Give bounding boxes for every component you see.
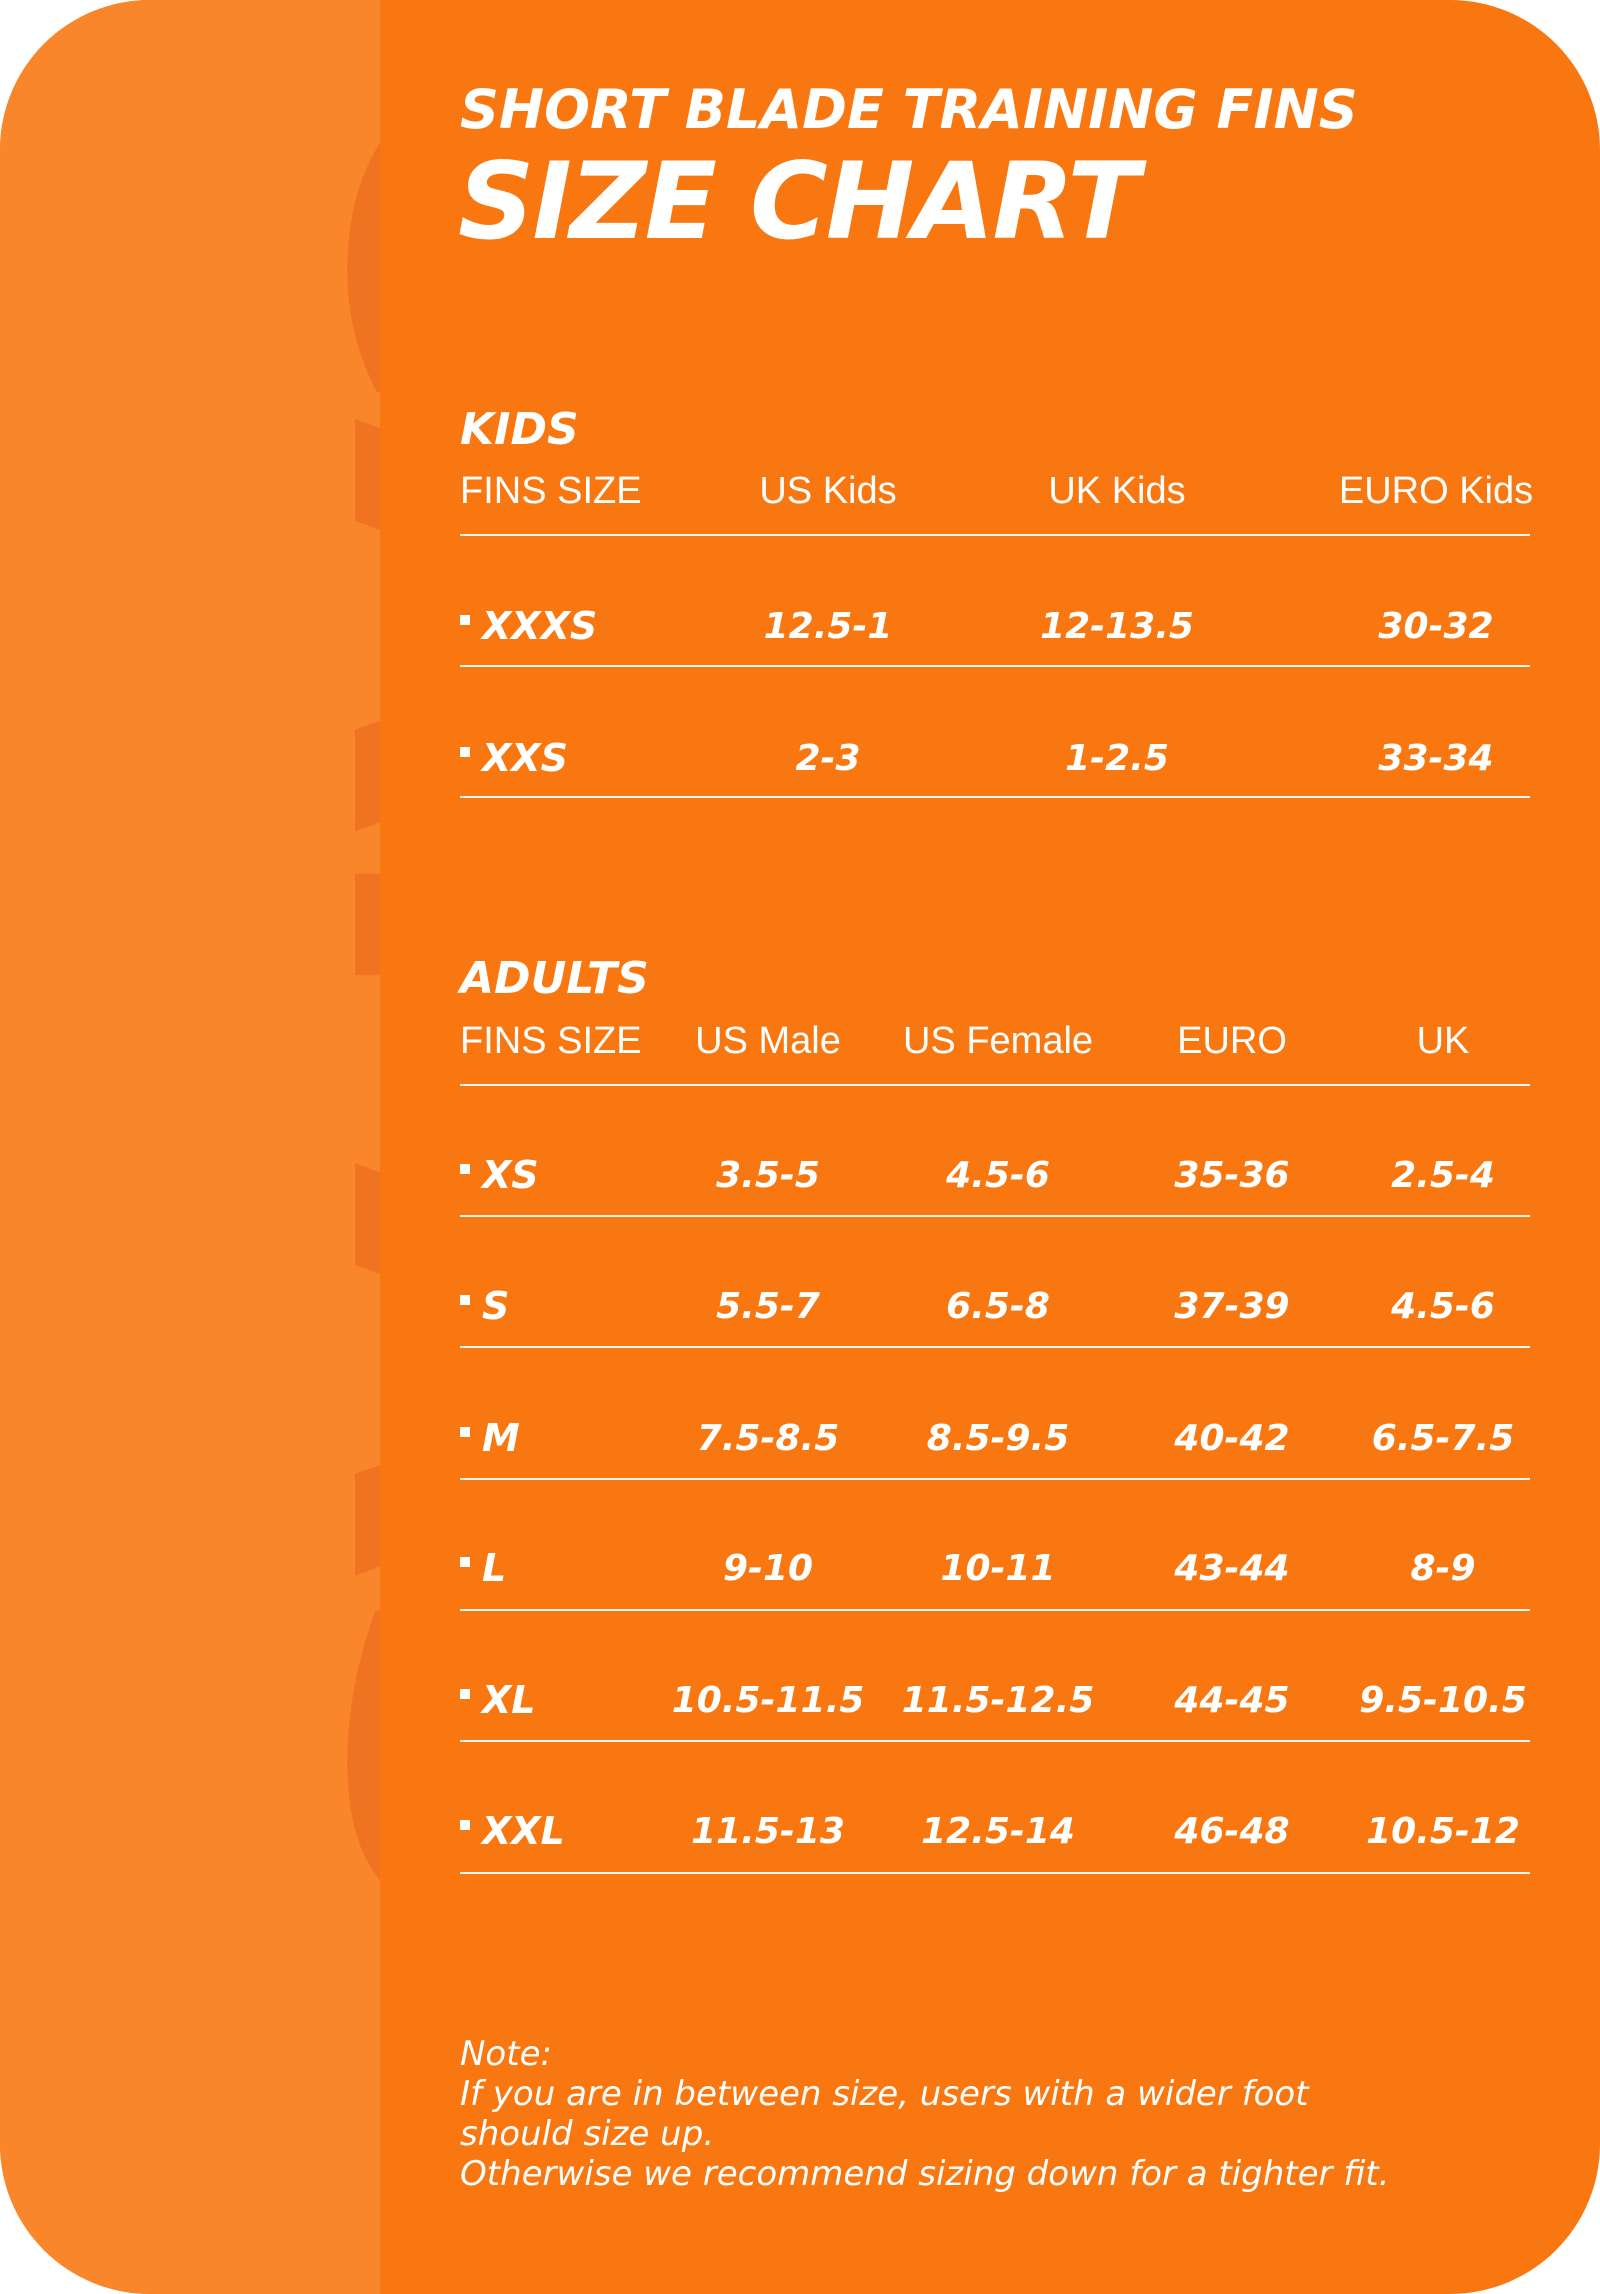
kids-header-fins-size: FINS SIZE <box>460 470 642 512</box>
row-divider <box>460 1872 1530 1874</box>
kids-cell-uk: 1-2.5 <box>1065 738 1169 779</box>
adults-section-title: ADULTS <box>460 953 649 1004</box>
adults-header-uk: UK <box>1416 1020 1470 1062</box>
adults-cell-us-male: 11.5-13 <box>691 1811 845 1852</box>
adults-cell-us-male: 10.5-11.5 <box>671 1680 865 1721</box>
adults-header-us-male: US Male <box>695 1020 841 1062</box>
bullet-icon <box>460 1557 470 1567</box>
adults-row-size: XL <box>460 1678 536 1722</box>
adults-cell-us-male: 5.5-7 <box>716 1286 820 1327</box>
row-divider <box>460 1346 1530 1348</box>
capas-watermark-logo: CAPAS <box>227 30 380 1947</box>
adults-cell-euro: 43-44 <box>1174 1548 1290 1589</box>
adults-header-divider <box>460 1084 1530 1086</box>
bullet-icon <box>460 1295 470 1305</box>
product-subtitle: SHORT BLADE TRAINING FINS <box>460 78 1358 141</box>
adults-cell-us-female: 11.5-12.5 <box>901 1680 1095 1721</box>
kids-header-divider <box>460 534 1530 536</box>
row-divider <box>460 796 1530 798</box>
adults-row-size: XXL <box>460 1809 565 1853</box>
row-divider <box>460 1609 1530 1611</box>
adults-cell-us-female: 4.5-6 <box>946 1155 1050 1196</box>
adults-cell-euro: 46-48 <box>1174 1811 1290 1852</box>
adults-cell-euro: 40-42 <box>1174 1418 1290 1459</box>
adults-row-size: S <box>460 1284 509 1328</box>
kids-cell-us: 2-3 <box>795 738 861 779</box>
adults-cell-uk: 2.5-4 <box>1391 1155 1495 1196</box>
adults-cell-euro: 44-45 <box>1174 1680 1290 1721</box>
bullet-icon <box>460 1820 470 1830</box>
adults-cell-uk: 9.5-10.5 <box>1359 1680 1527 1721</box>
kids-header-euro: EURO Kids <box>1338 470 1534 512</box>
kids-cell-uk: 12-13.5 <box>1040 606 1194 647</box>
adults-cell-us-male: 9-10 <box>722 1548 814 1589</box>
adults-row-size: M <box>460 1416 520 1460</box>
svg-text:CAPAS: CAPAS <box>227 30 380 1947</box>
bullet-icon <box>460 747 470 757</box>
note-line: should size up. <box>460 2114 715 2154</box>
bullet-icon <box>460 1689 470 1699</box>
adults-cell-us-female: 12.5-14 <box>921 1811 1075 1852</box>
adults-header-us-female: US Female <box>902 1020 1094 1062</box>
kids-cell-euro: 30-32 <box>1378 606 1494 647</box>
row-divider <box>460 1478 1530 1480</box>
adults-row-size: XS <box>460 1153 539 1197</box>
adults-cell-us-male: 3.5-5 <box>716 1155 820 1196</box>
kids-cell-euro: 33-34 <box>1378 738 1494 779</box>
kids-header-uk: UK Kids <box>1048 470 1186 512</box>
adults-cell-uk: 8-9 <box>1410 1548 1476 1589</box>
adults-cell-uk: 10.5-12 <box>1366 1811 1520 1852</box>
adults-cell-us-female: 6.5-8 <box>946 1286 1050 1327</box>
note-line: If you are in between size, users with a… <box>460 2074 1309 2114</box>
adults-cell-euro: 37-39 <box>1174 1286 1290 1327</box>
kids-cell-us: 12.5-1 <box>763 606 893 647</box>
brand-watermark-band: CAPAS <box>0 0 380 2294</box>
note-line: Otherwise we recommend sizing down for a… <box>460 2154 1390 2194</box>
adults-cell-euro: 35-36 <box>1174 1155 1290 1196</box>
adults-header-fins-size: FINS SIZE <box>460 1020 642 1062</box>
row-divider <box>460 1740 1530 1742</box>
note-label: Note: <box>460 2034 552 2074</box>
adults-cell-us-male: 7.5-8.5 <box>696 1418 840 1459</box>
bullet-icon <box>460 1427 470 1437</box>
kids-row-size: XXXS <box>460 604 597 648</box>
adults-row-size: L <box>460 1546 506 1590</box>
adults-cell-uk: 4.5-6 <box>1391 1286 1495 1327</box>
row-divider <box>460 665 1530 667</box>
kids-row-size: XXS <box>460 736 568 780</box>
adults-cell-us-female: 10-11 <box>940 1548 1056 1589</box>
adults-cell-uk: 6.5-7.5 <box>1371 1418 1515 1459</box>
bullet-icon <box>460 615 470 625</box>
sizing-note: Note: If you are in between size, users … <box>460 2034 1540 2194</box>
kids-header-us: US Kids <box>759 470 897 512</box>
page-title: SIZE CHART <box>458 140 1140 263</box>
adults-header-euro: EURO <box>1177 1020 1287 1062</box>
bullet-icon <box>460 1164 470 1174</box>
row-divider <box>460 1215 1530 1217</box>
adults-cell-us-female: 8.5-9.5 <box>926 1418 1070 1459</box>
kids-section-title: KIDS <box>460 404 579 455</box>
